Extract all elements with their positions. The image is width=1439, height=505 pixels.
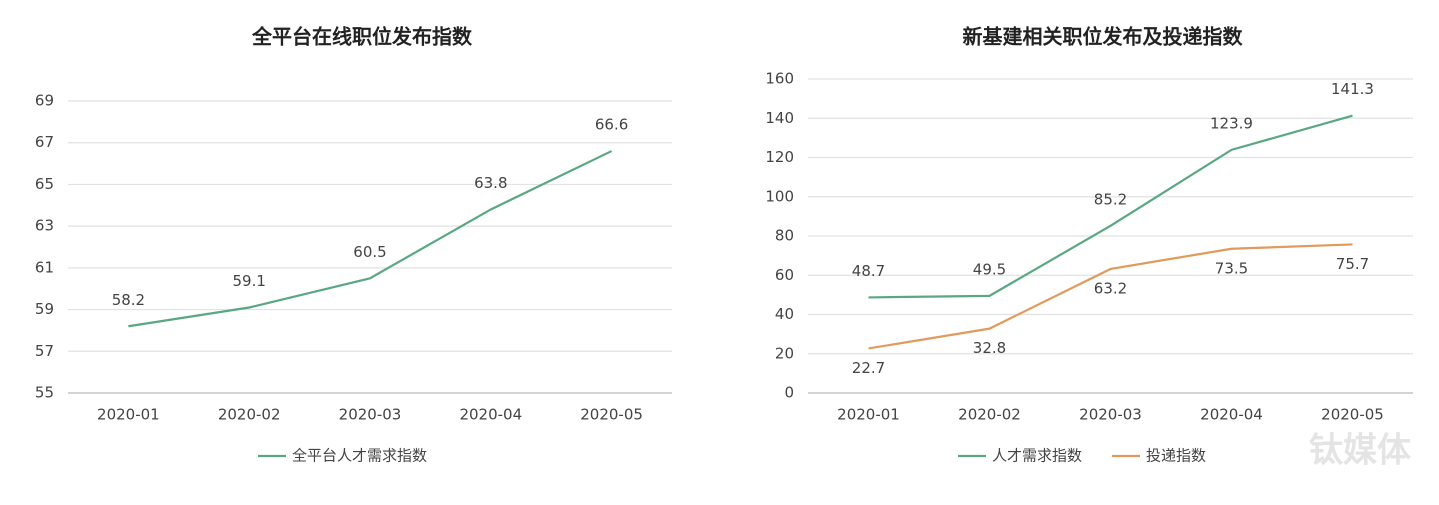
data-label: 49.5 [973, 260, 1006, 278]
y-tick-label: 60 [775, 266, 794, 284]
legend-label: 投递指数 [1146, 447, 1206, 465]
chart-title: 新基建相关职位发布及投递指数 [963, 25, 1244, 49]
data-label: 58.2 [112, 291, 145, 309]
y-tick-label: 40 [775, 305, 794, 323]
x-tick-label: 2020-03 [1079, 406, 1142, 424]
y-tick-label: 69 [35, 92, 54, 110]
x-tick-label: 2020-01 [97, 406, 160, 424]
x-tick-label: 2020-03 [339, 406, 402, 424]
data-label: 123.9 [1210, 114, 1253, 132]
watermark: 钛媒体 [1309, 431, 1411, 471]
data-label: 141.3 [1331, 80, 1374, 98]
y-tick-label: 120 [765, 148, 794, 166]
legend-label: 人才需求指数 [992, 447, 1082, 465]
y-tick-label: 57 [35, 342, 54, 360]
y-tick-label: 160 [765, 70, 794, 88]
y-tick-label: 140 [765, 109, 794, 127]
data-label: 59.1 [232, 272, 265, 290]
series-line [128, 150, 613, 328]
x-tick-label: 2020-02 [958, 406, 1021, 424]
x-tick-label: 2020-05 [1321, 406, 1384, 424]
x-tick-label: 2020-02 [218, 406, 281, 424]
data-label: 22.7 [852, 359, 885, 377]
data-label: 85.2 [1094, 190, 1127, 208]
y-tick-label: 55 [35, 384, 54, 402]
x-tick-label: 2020-04 [1200, 406, 1263, 424]
series-line [868, 114, 1353, 299]
data-label: 60.5 [353, 243, 386, 261]
data-label: 63.8 [474, 174, 507, 192]
x-tick-label: 2020-04 [459, 406, 522, 424]
data-label: 66.6 [595, 116, 628, 134]
data-label: 73.5 [1215, 259, 1248, 277]
y-tick-label: 20 [775, 344, 794, 362]
y-tick-label: 65 [35, 175, 54, 193]
y-tick-label: 67 [35, 133, 54, 151]
x-tick-label: 2020-05 [580, 406, 643, 424]
y-tick-label: 59 [35, 300, 54, 318]
data-label: 48.7 [852, 262, 885, 280]
data-label: 75.7 [1336, 255, 1369, 273]
data-label: 63.2 [1094, 279, 1127, 297]
y-tick-label: 80 [775, 227, 794, 245]
data-label: 32.8 [973, 339, 1006, 357]
chart-title: 全平台在线职位发布指数 [251, 25, 473, 49]
series-line [868, 243, 1353, 350]
y-tick-label: 100 [765, 187, 794, 205]
legend-label: 全平台人才需求指数 [292, 447, 427, 465]
y-tick-label: 0 [784, 384, 794, 402]
y-tick-label: 61 [35, 258, 54, 276]
x-tick-label: 2020-01 [837, 406, 900, 424]
y-tick-label: 63 [35, 217, 54, 235]
